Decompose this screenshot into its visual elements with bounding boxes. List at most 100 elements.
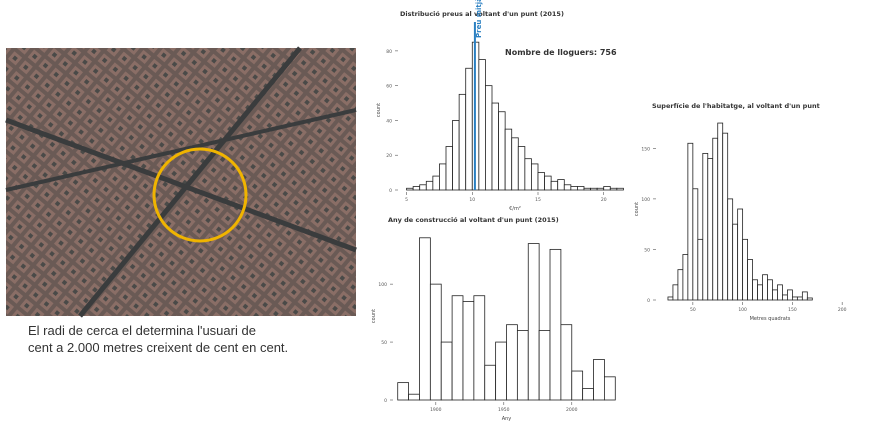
bar [723, 133, 728, 300]
bar [591, 188, 598, 190]
bar [561, 325, 572, 400]
x-tick-label: 200 [838, 307, 847, 313]
y-tick-label: 50 [381, 340, 387, 346]
y-tick-label: 100 [378, 282, 387, 288]
chart-title: Superfície de l'habitatge, al voltant d'… [652, 102, 820, 110]
y-axis-label: count [371, 309, 377, 323]
figure: Distribució preus al voltant d'un punt (… [0, 0, 885, 425]
annotation: Nombre de lloguers: 756 [505, 48, 617, 57]
bar [492, 103, 499, 190]
bar [433, 176, 440, 190]
bar [571, 187, 578, 190]
bar [678, 270, 683, 300]
y-tick-label: 80 [386, 49, 392, 55]
bar [517, 330, 528, 400]
bar [617, 188, 624, 190]
caption: El radi de cerca el determina l'usuari d… [28, 322, 348, 356]
bar [531, 164, 538, 190]
y-tick-label: 20 [386, 153, 392, 159]
bar [505, 129, 512, 190]
y-tick-label: 0 [384, 398, 387, 404]
mean-label: Preu mitjà [475, 0, 483, 38]
bar [452, 296, 463, 400]
bar [743, 239, 748, 300]
bar [551, 181, 558, 190]
y-tick-label: 150 [641, 146, 650, 152]
bar [463, 302, 474, 400]
bar [439, 164, 446, 190]
bar [426, 181, 433, 190]
bar [499, 112, 506, 190]
bar [718, 123, 723, 300]
bar [407, 188, 414, 190]
x-axis-label: €/m² [509, 206, 521, 212]
x-tick-label: 50 [690, 307, 696, 313]
bar [453, 120, 460, 190]
caption-line: cent a 2.000 metres creixent de cent en … [28, 339, 348, 356]
x-axis-label: Metres quadrats [750, 316, 791, 322]
bar [466, 68, 473, 190]
y-tick-label: 0 [389, 188, 392, 194]
bar [550, 249, 561, 400]
bar [698, 239, 703, 300]
bar [763, 275, 768, 300]
bar [430, 284, 441, 400]
y-axis-label: count [634, 202, 640, 216]
bar [583, 388, 594, 400]
y-tick-label: 100 [641, 197, 650, 203]
bar [777, 285, 782, 300]
bar [496, 342, 507, 400]
y-tick-label: 40 [386, 118, 392, 124]
bar [538, 173, 545, 190]
bar [597, 188, 604, 190]
x-tick-label: 1950 [498, 407, 510, 413]
bar [413, 187, 420, 190]
bar [733, 224, 738, 300]
bar [577, 187, 584, 190]
aerial-photo [6, 48, 356, 316]
bar [525, 159, 532, 190]
bar [409, 394, 420, 400]
y-tick-label: 0 [647, 298, 650, 304]
bar [419, 238, 430, 400]
bar [485, 86, 492, 190]
bar [703, 153, 708, 300]
bar [673, 285, 678, 300]
bar [545, 176, 552, 190]
bar [539, 330, 550, 400]
bar [485, 365, 496, 400]
bar [792, 297, 797, 300]
bar [558, 180, 565, 190]
bar [518, 147, 525, 190]
bar [668, 297, 673, 300]
bar [512, 138, 519, 190]
bar [758, 285, 763, 300]
x-tick-label: 1900 [430, 407, 442, 413]
bar [688, 143, 693, 300]
bar [738, 209, 743, 300]
bar [528, 244, 539, 400]
bar [507, 325, 518, 400]
x-tick-label: 2000 [566, 407, 578, 413]
bar [564, 185, 571, 190]
bar [584, 188, 591, 190]
bar [594, 359, 605, 400]
bar [797, 297, 802, 300]
y-tick-label: 60 [386, 84, 392, 90]
bar [728, 199, 733, 300]
bar [753, 280, 758, 300]
bar [693, 189, 698, 300]
bar [479, 60, 486, 190]
x-axis-label: Any [502, 416, 512, 422]
x-tick-label: 150 [788, 307, 797, 313]
bar [610, 188, 617, 190]
bar [420, 185, 427, 190]
bar [441, 342, 452, 400]
y-tick-label: 50 [644, 247, 650, 253]
bar [772, 290, 777, 300]
bar [713, 138, 718, 300]
bar [474, 296, 485, 400]
bar [748, 260, 753, 300]
bar [683, 255, 688, 301]
bar [708, 158, 713, 300]
